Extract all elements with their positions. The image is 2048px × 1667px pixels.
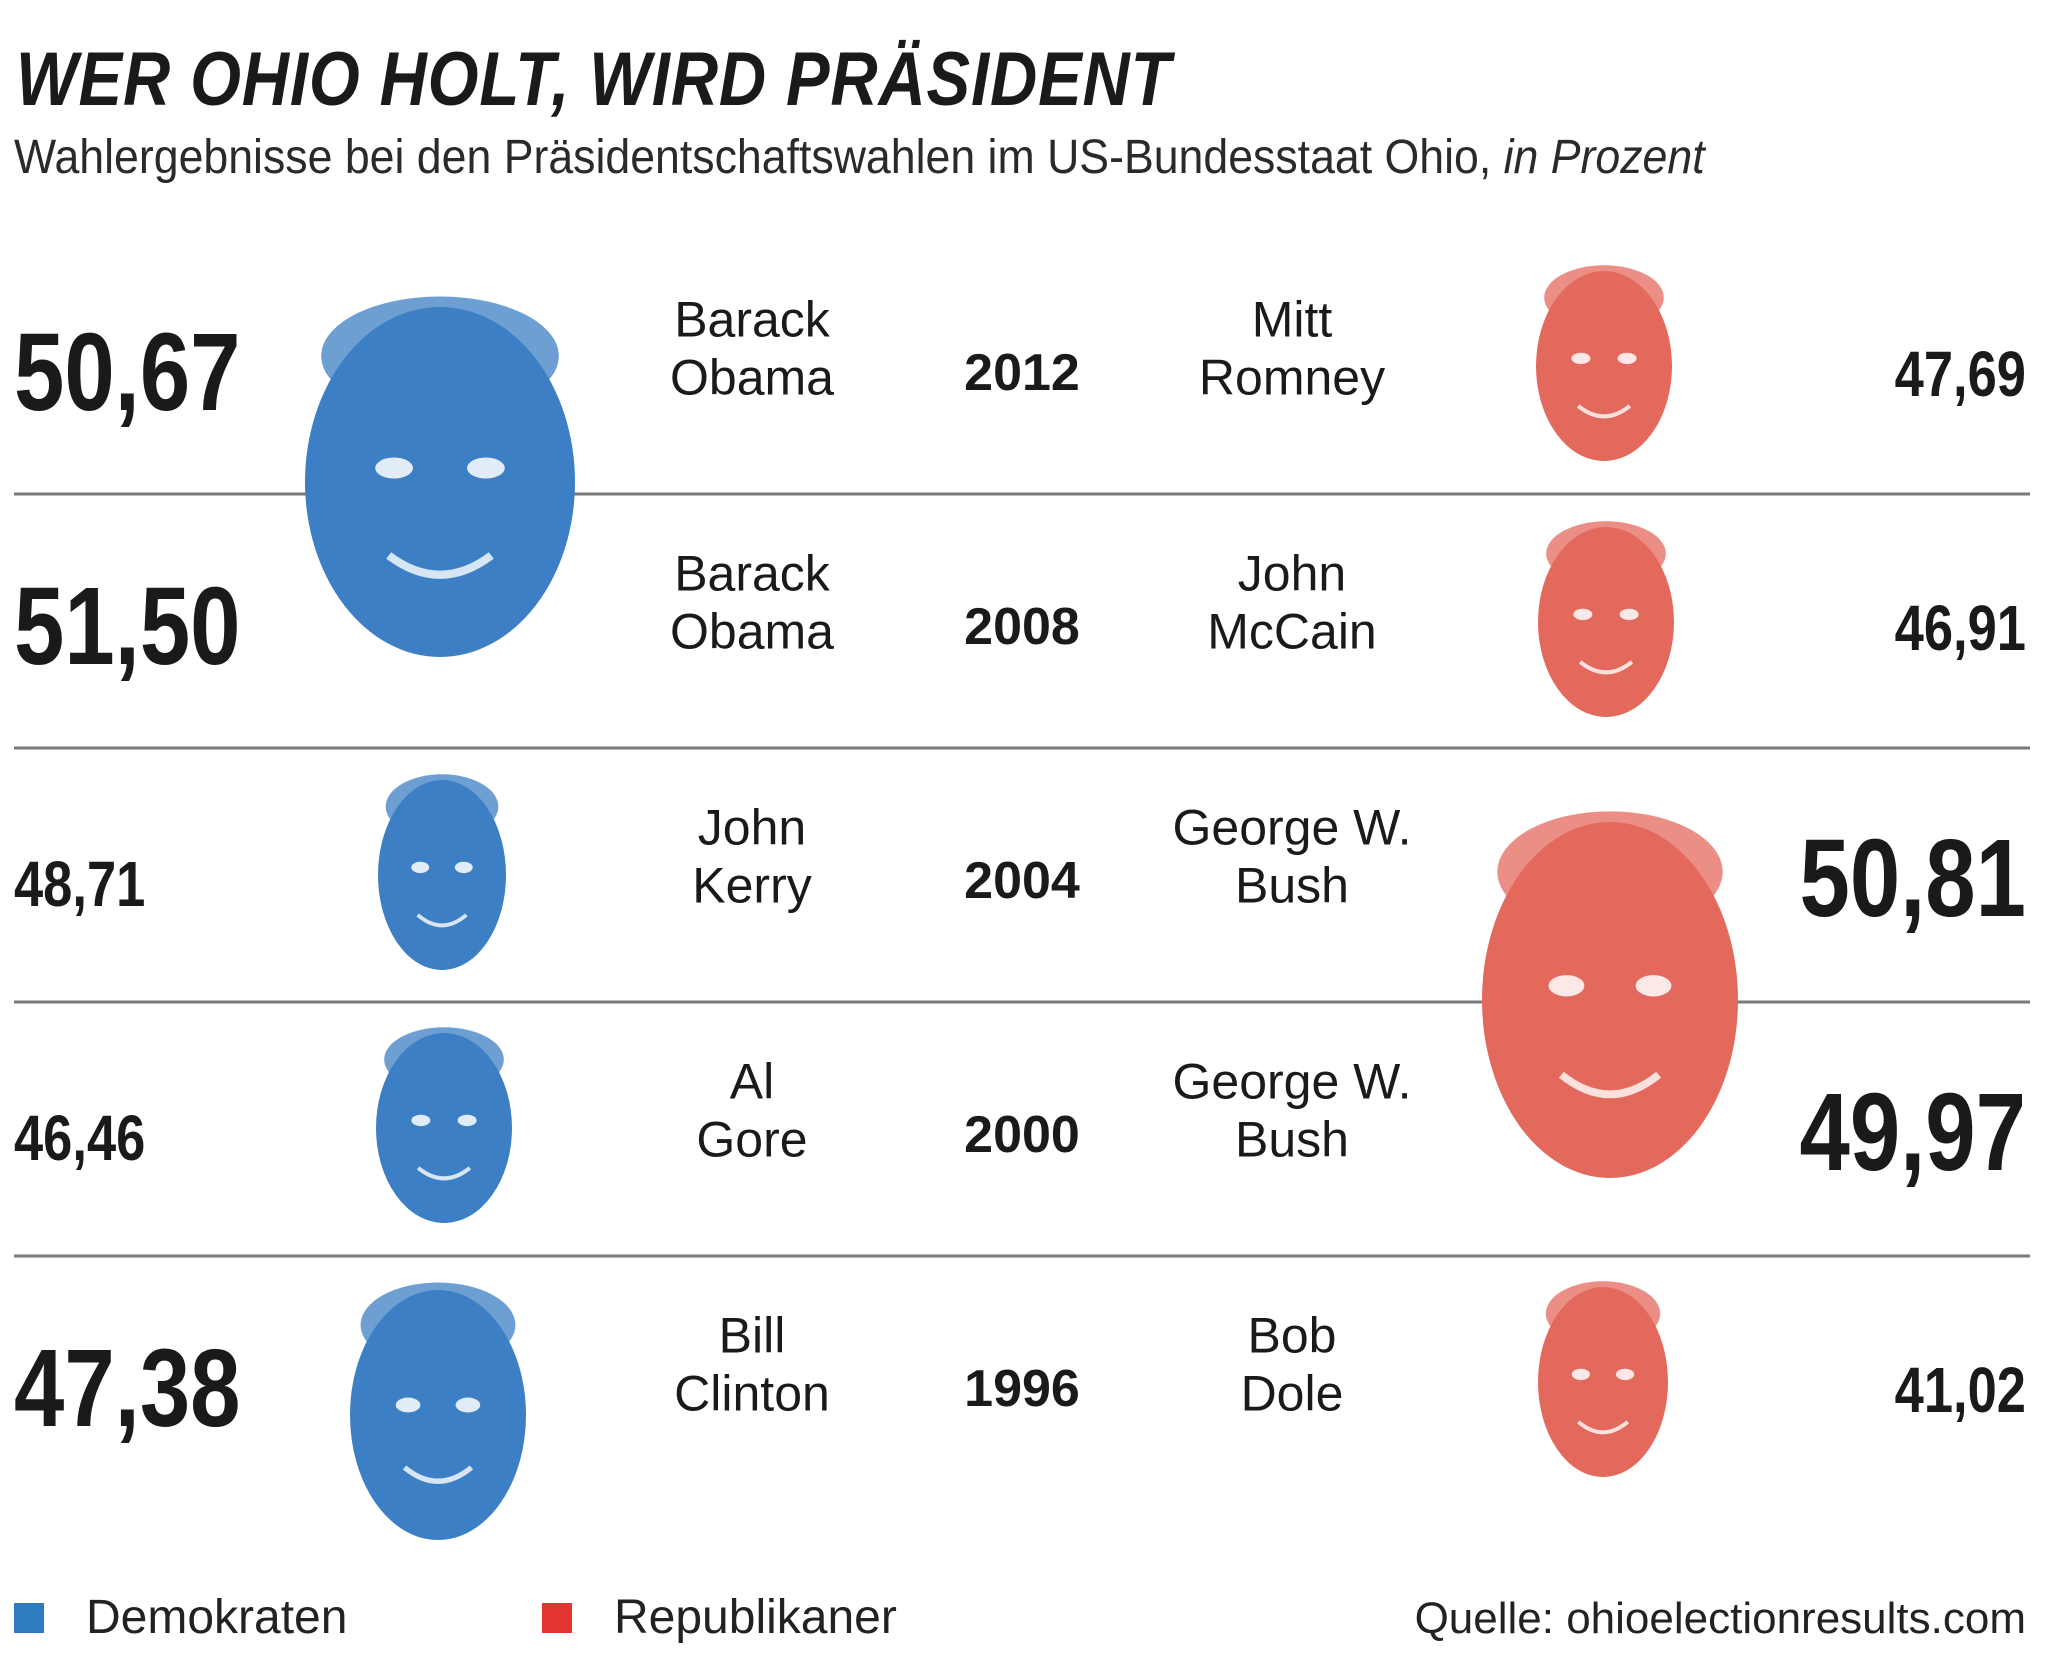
dem-name-2008: Barack (674, 546, 831, 602)
republican-swatch (542, 1602, 572, 1633)
rep-name-1996: Bob (1248, 1308, 1337, 1364)
rep-value-2012: 47,69 (1895, 339, 2026, 410)
dem-name-2008-line2: Obama (670, 604, 834, 660)
dem-name-1996-line2: Clinton (674, 1366, 830, 1422)
mccain-portrait (1538, 521, 1674, 717)
rep-name-2000: George W. (1173, 1054, 1412, 1110)
romney-portrait (1536, 265, 1672, 461)
chart-subtitle: Wahlergebnisse bei den Präsidentschaftsw… (14, 130, 1705, 185)
rep-name-2008: John (1238, 546, 1346, 602)
democrat-swatch (14, 1602, 44, 1633)
dem-value-2012: 50,67 (14, 312, 241, 434)
rep-value-2008: 46,91 (1895, 593, 2026, 664)
rep-value-2000: 49,97 (1799, 1072, 2026, 1194)
kerry-portrait (378, 774, 506, 970)
dem-value-2008: 51,50 (14, 566, 241, 688)
obama-portrait (305, 296, 575, 657)
dem-name-1996: Bill (719, 1308, 786, 1364)
rep-name-2000-line2: Bush (1235, 1112, 1349, 1168)
legend-democrats-label: Demokraten (86, 1591, 348, 1644)
dem-name-2000: Al (730, 1054, 774, 1110)
year-2012: 2012 (964, 344, 1080, 402)
rep-name-2004-line2: Bush (1235, 858, 1349, 914)
source-note: Quelle: ohioelectionresults.com (1414, 1594, 2026, 1643)
year-2008: 2008 (964, 598, 1080, 656)
rep-name-2012-line2: Romney (1199, 350, 1385, 406)
subtitle-text: Wahlergebnisse bei den Präsidentschaftsw… (14, 131, 1492, 184)
dem-value-2004: 48,71 (14, 849, 145, 920)
dole-portrait (1538, 1281, 1668, 1477)
legend-republicans: Republikaner (542, 1590, 897, 1645)
year-2000: 2000 (964, 1106, 1080, 1164)
bush-portrait (1482, 811, 1738, 1178)
dem-name-2012-line2: Obama (670, 350, 834, 406)
dem-name-2000-line2: Gore (696, 1112, 807, 1168)
gore-portrait (376, 1027, 512, 1223)
dem-value-2000: 46,46 (14, 1103, 145, 1174)
rep-value-2004: 50,81 (1799, 818, 2026, 940)
year-2004: 2004 (964, 852, 1080, 910)
year-1996: 1996 (964, 1360, 1080, 1418)
rep-name-2012: Mitt (1252, 292, 1333, 348)
subtitle-unit: in Prozent (1503, 131, 1705, 184)
dem-value-1996: 47,38 (14, 1328, 241, 1450)
rep-name-2004: George W. (1173, 800, 1412, 856)
legend-republicans-label: Republikaner (614, 1591, 897, 1644)
chart-title: WER OHIO HOLT, WIRD PRÄSIDENT (16, 37, 1172, 122)
dem-name-2012: Barack (674, 292, 831, 348)
rep-name-2008-line2: McCain (1207, 604, 1376, 660)
dem-name-2004: John (698, 800, 806, 856)
legend-democrats: Demokraten (14, 1590, 347, 1645)
clinton-portrait (350, 1282, 526, 1540)
rep-value-1996: 41,02 (1895, 1355, 2026, 1426)
dem-name-2004-line2: Kerry (692, 858, 811, 914)
rep-name-1996-line2: Dole (1241, 1366, 1344, 1422)
